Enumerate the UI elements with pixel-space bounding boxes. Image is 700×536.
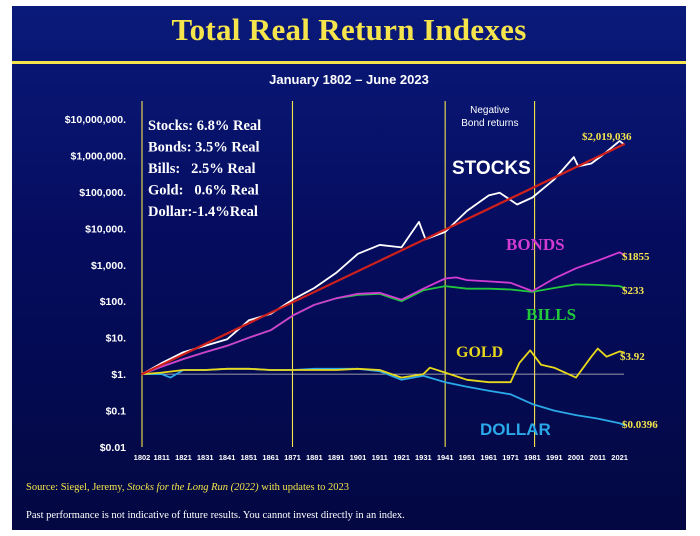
x-tick-label: 2021 (611, 453, 628, 462)
x-tick-label: 1941 (437, 453, 454, 462)
x-tick-label: 1851 (241, 453, 258, 462)
end-value-gold: $3.92 (620, 351, 645, 363)
y-tick-label: $10,000,000. (65, 114, 126, 126)
return-index-chart: Negative Bond returns $10,000,000. $1,000,… (65, 101, 658, 462)
source-suffix: with updates to 2023 (258, 482, 350, 493)
series-line-trend (140, 143, 626, 376)
series-name-dollar: DOLLAR (480, 420, 551, 439)
end-value-stocks: $2,019,036 (582, 131, 632, 143)
legend-box: Stocks: 6.8% Real Bonds: 3.5% Real Bills: … (148, 118, 261, 220)
x-tick-label: 1881 (306, 453, 323, 462)
x-axis: 1802 1811 1821 1831 1841 1851 1861 1871 1881 1891… (134, 453, 628, 462)
x-tick-label: 2001 (568, 453, 585, 462)
series-line-bonds (141, 251, 625, 375)
disclaimer-text: Past performance is not indicative of fu… (26, 510, 405, 521)
title-divider (12, 61, 686, 64)
y-tick-label: $10. (106, 333, 127, 345)
series-line-dollar (141, 367, 625, 427)
series-line-stocks (141, 140, 625, 375)
end-value-bills: $233 (622, 285, 645, 297)
series-name-stocks: STOCKS (452, 158, 531, 179)
source-book-title: Stocks for the Long Run (2022) (127, 482, 259, 493)
y-axis: $10,000,000. $1,000,000. $100,000. $10,000.… (65, 114, 624, 454)
series-labels: STOCKS BONDS BILLS GOLD DOLLAR $2,019,036 $185… (452, 131, 658, 439)
y-tick-label: $1,000. (91, 260, 126, 272)
x-tick-label: 1961 (480, 453, 497, 462)
x-tick-label: 2011 (590, 453, 606, 462)
guide-lines: Negative Bond returns (141, 101, 536, 447)
x-tick-label: 1971 (502, 453, 519, 462)
x-tick-label: 1802 (134, 453, 151, 462)
legend-entry: Bonds: 3.5% Real (148, 140, 260, 156)
x-tick-label: 1811 (153, 453, 169, 462)
chart-subtitle: January 1802 – June 2023 (269, 72, 429, 87)
x-tick-label: 1921 (393, 453, 410, 462)
x-tick-label: 1831 (197, 453, 214, 462)
source-prefix: Source: Siegel, Jeremy, (26, 482, 128, 493)
negative-bond-label-line1: Negative (470, 105, 510, 116)
legend-entry: Bills: 2.5% Real (148, 161, 256, 177)
series-lines (140, 140, 626, 427)
series-line-gold (141, 347, 625, 384)
x-tick-label: 1951 (459, 453, 476, 462)
end-value-bonds: $1855 (622, 251, 650, 263)
x-tick-label: 1891 (328, 453, 345, 462)
series-name-gold: GOLD (456, 344, 503, 361)
y-tick-label: $1. (111, 369, 126, 381)
x-tick-label: 1901 (350, 453, 367, 462)
x-tick-label: 1931 (415, 453, 432, 462)
legend-entry: Gold: 0.6% Real (148, 183, 259, 199)
x-tick-label: 1981 (524, 453, 541, 462)
x-tick-label: 1861 (262, 453, 279, 462)
y-tick-label: $10,000. (85, 223, 126, 235)
y-tick-label: $0.01 (100, 442, 126, 454)
legend-entry: Dollar:-1.4%Real (148, 204, 258, 220)
x-tick-label: 1871 (284, 453, 301, 462)
legend-entry: Stocks: 6.8% Real (148, 118, 261, 134)
series-name-bills: BILLS (526, 305, 576, 324)
x-tick-label: 1911 (372, 453, 388, 462)
y-tick-label: $0.1 (106, 406, 127, 418)
y-tick-label: $100. (100, 296, 126, 308)
series-line-bills (141, 283, 625, 375)
negative-bond-label-line2: Bond returns (461, 118, 518, 129)
x-tick-label: 1821 (175, 453, 192, 462)
x-tick-label: 1841 (219, 453, 236, 462)
y-tick-label: $1,000,000. (71, 150, 127, 162)
y-tick-label: $100,000. (79, 187, 126, 199)
x-tick-label: 1991 (546, 453, 563, 462)
chart-title: Total Real Return Indexes (171, 12, 527, 47)
chart-slide: Total Real Return Indexes January 1802 –… (12, 6, 686, 530)
source-note: Source: Siegel, Jeremy, Stocks for the L… (26, 482, 349, 493)
end-value-dollar: $0.0396 (622, 419, 658, 431)
series-name-bonds: BONDS (506, 235, 565, 254)
